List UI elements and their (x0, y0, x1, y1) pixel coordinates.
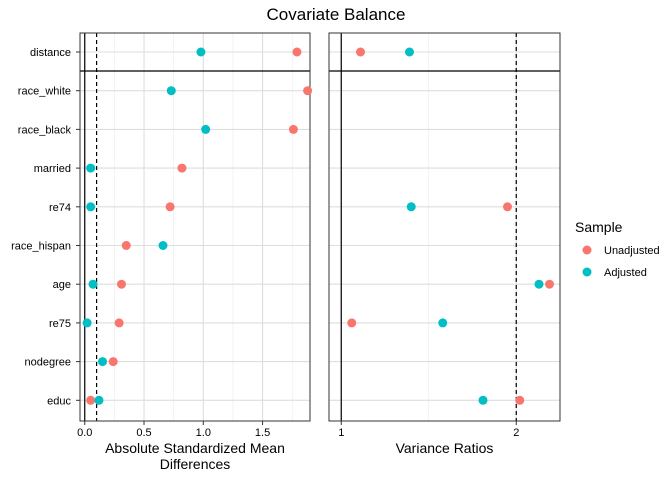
category-label: re74 (49, 202, 71, 214)
chart-title: Covariate Balance (267, 5, 406, 24)
data-point-adjusted (94, 395, 104, 405)
category-label: distance (30, 47, 71, 59)
data-point-adjusted (98, 357, 108, 367)
data-point-adjusted (196, 47, 206, 57)
category-label: married (34, 163, 71, 175)
x-tick-label: 1 (338, 427, 344, 439)
data-point-unadjusted (288, 124, 298, 134)
data-point-adjusted (88, 279, 98, 289)
legend-label-unadjusted: Unadjusted (604, 245, 660, 257)
category-label: race_hispan (11, 241, 71, 253)
legend-title: Sample (575, 219, 623, 235)
x-tick-label: 0.5 (136, 427, 151, 439)
data-point-unadjusted (292, 47, 302, 57)
data-point-adjusted (534, 279, 544, 289)
data-point-adjusted (82, 318, 92, 328)
data-point-unadjusted (356, 47, 365, 57)
data-point-unadjusted (165, 202, 175, 212)
data-point-unadjusted (303, 86, 313, 96)
category-label: race_black (18, 124, 72, 136)
data-point-unadjusted (515, 395, 525, 405)
data-point-adjusted (406, 202, 416, 212)
data-point-adjusted (166, 86, 176, 96)
data-point-adjusted (86, 202, 96, 212)
data-point-unadjusted (545, 279, 554, 289)
data-point-unadjusted (114, 318, 124, 328)
data-point-adjusted (86, 163, 96, 173)
panel-border (79, 32, 311, 422)
x-tick-label: 1.5 (255, 427, 270, 439)
data-point-adjusted (478, 395, 488, 405)
data-point-unadjusted (116, 279, 126, 289)
legend-label-adjusted: Adjusted (604, 267, 647, 279)
data-point-unadjusted (86, 395, 96, 405)
x-axis-title: Absolute Standardized Mean (105, 440, 285, 456)
x-axis-title: Differences (160, 456, 231, 472)
category-label: re75 (49, 318, 71, 330)
data-point-adjusted (438, 318, 448, 328)
category-label: race_white (18, 86, 71, 98)
data-point-unadjusted (108, 357, 118, 367)
legend: Sample Unadjusted Adjusted (575, 219, 660, 279)
panel-border (328, 32, 561, 422)
data-point-unadjusted (503, 202, 512, 212)
data-point-unadjusted (347, 318, 357, 328)
category-label: nodegree (25, 357, 72, 369)
x-tick-label: 0.0 (77, 427, 92, 439)
legend-key-adjusted (582, 267, 592, 277)
x-axis-title: Variance Ratios (396, 440, 494, 456)
data-point-unadjusted (121, 241, 131, 250)
category-label: age (53, 279, 71, 291)
data-point-adjusted (405, 47, 414, 57)
data-point-adjusted (158, 241, 168, 250)
x-tick-label: 2 (513, 427, 519, 439)
data-point-adjusted (201, 124, 211, 134)
x-tick-label: 1.0 (196, 427, 211, 439)
data-point-unadjusted (177, 163, 187, 173)
panel-vr: 1 2 Variance Ratios (328, 32, 561, 456)
legend-key-unadjusted (582, 245, 592, 255)
category-label: educ (47, 395, 71, 407)
